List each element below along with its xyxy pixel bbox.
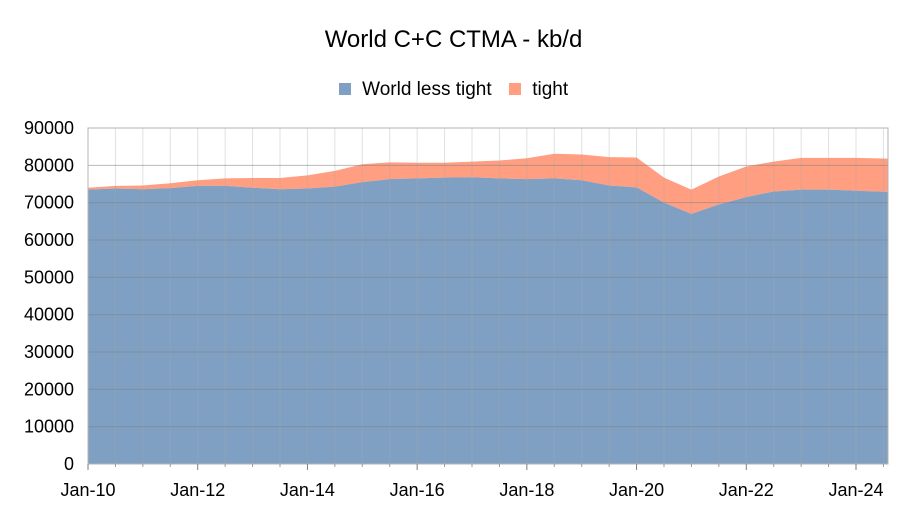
x-tick-label: Jan-12 [170, 480, 225, 500]
x-tick-label: Jan-16 [390, 480, 445, 500]
chart-title: World C+C CTMA - kb/d [324, 26, 583, 53]
x-tick-label: Jan-24 [828, 480, 883, 500]
y-tick-label: 60000 [24, 230, 74, 250]
y-tick-label: 40000 [24, 305, 74, 325]
x-tick-label: Jan-10 [60, 480, 115, 500]
legend-item-tight: tight [508, 79, 569, 101]
x-tick-label: Jan-22 [719, 480, 774, 500]
legend: World less tight tight [0, 79, 907, 101]
area-world-less-tight [88, 177, 888, 464]
y-tick-label: 30000 [24, 342, 74, 362]
y-tick-label: 50000 [24, 267, 74, 287]
legend-label-world-less-tight: World less tight [362, 79, 492, 100]
plot-border [87, 127, 889, 465]
legend-swatch-world-less-tight [338, 83, 351, 95]
x-tick-label: Jan-20 [609, 480, 664, 500]
y-tick-label: 20000 [24, 379, 74, 399]
legend-label-tight: tight [532, 79, 569, 100]
y-tick-label: 70000 [24, 193, 74, 213]
area-tight [88, 153, 888, 214]
x-tick-label: Jan-14 [280, 480, 335, 500]
legend-item-world-less-tight: World less tight [338, 79, 492, 101]
y-tick-label: 10000 [24, 417, 74, 437]
legend-swatch-tight [508, 83, 521, 95]
x-tick-label: Jan-18 [499, 480, 554, 500]
y-tick-label: 90000 [24, 118, 74, 138]
y-tick-label: 0 [64, 454, 74, 474]
y-tick-label: 80000 [24, 155, 74, 175]
